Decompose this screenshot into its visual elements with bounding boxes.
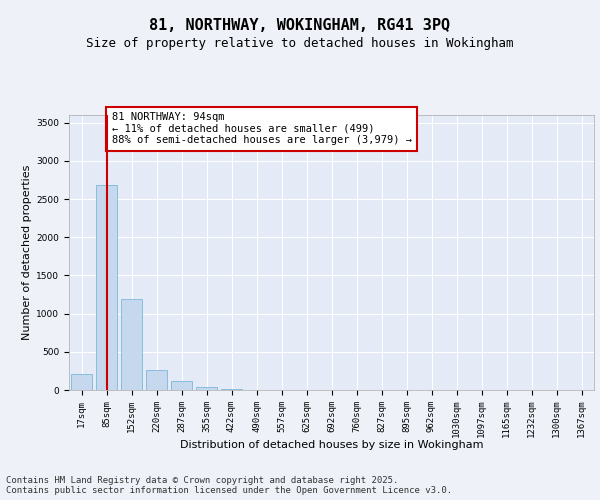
Bar	[71, 374, 92, 390]
Text: Contains HM Land Registry data © Crown copyright and database right 2025.
Contai: Contains HM Land Registry data © Crown c…	[6, 476, 452, 495]
Text: 81 NORTHWAY: 94sqm
← 11% of detached houses are smaller (499)
88% of semi-detach: 81 NORTHWAY: 94sqm ← 11% of detached hou…	[112, 112, 412, 146]
Bar	[121, 299, 142, 390]
Bar	[221, 388, 242, 390]
X-axis label: Distribution of detached houses by size in Wokingham: Distribution of detached houses by size …	[180, 440, 483, 450]
Text: 81, NORTHWAY, WOKINGHAM, RG41 3PQ: 81, NORTHWAY, WOKINGHAM, RG41 3PQ	[149, 18, 451, 32]
Text: Size of property relative to detached houses in Wokingham: Size of property relative to detached ho…	[86, 38, 514, 51]
Bar	[96, 186, 117, 390]
Bar	[196, 386, 217, 390]
Bar	[171, 381, 192, 390]
Bar	[146, 370, 167, 390]
Y-axis label: Number of detached properties: Number of detached properties	[22, 165, 32, 340]
